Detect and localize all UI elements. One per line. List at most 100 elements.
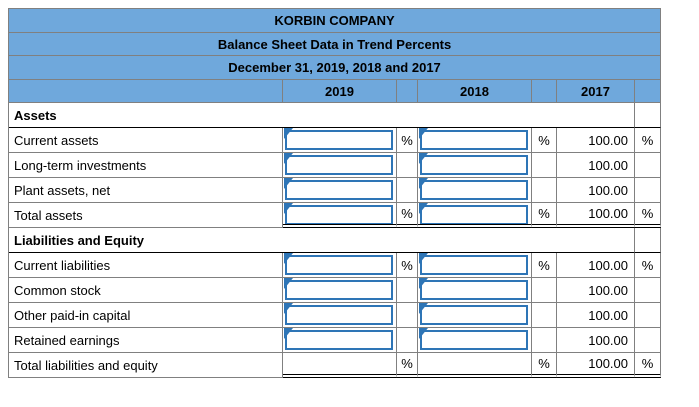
answer-flag-icon	[284, 278, 293, 289]
input-2019-other-paid-in-capital[interactable]	[285, 305, 393, 325]
cell-2018	[418, 253, 532, 278]
cell-2019	[283, 328, 397, 353]
input-2018-long-term-investments[interactable]	[420, 155, 528, 175]
input-2018-current-assets[interactable]	[420, 130, 528, 150]
answer-flag-icon	[419, 178, 428, 189]
cell-2018	[418, 128, 532, 153]
table-date-row: December 31, 2019, 2018 and 2017	[9, 56, 662, 80]
row-label: Plant assets, net	[9, 178, 283, 203]
cell-2018	[418, 328, 532, 353]
column-header-2019: 2019	[283, 80, 397, 103]
percent-label	[635, 278, 662, 303]
percent-label: %	[532, 128, 557, 153]
row-label: Total liabilities and equity	[9, 353, 283, 378]
input-2018-plant-assets-net[interactable]	[420, 180, 528, 200]
cell-2019	[283, 203, 397, 228]
cell-2018	[418, 153, 532, 178]
table-row-total-liabilities-and-equity: Total liabilities and equity % % 100.00 …	[9, 353, 662, 378]
table-row-other-paid-in-capital: Other paid-in capital 100.00	[9, 303, 662, 328]
column-header-row: 2019 2018 2017	[9, 80, 662, 103]
cell-2019	[283, 278, 397, 303]
percent-label: %	[397, 203, 418, 228]
balance-sheet-table: KORBIN COMPANY Balance Sheet Data in Tre…	[8, 8, 662, 378]
input-2018-current-liabilities[interactable]	[420, 255, 528, 275]
answer-flag-icon	[284, 203, 293, 214]
input-2019-current-assets[interactable]	[285, 130, 393, 150]
section-side-cell	[635, 103, 662, 128]
percent-label: %	[397, 353, 418, 378]
percent-label: %	[635, 353, 662, 378]
percent-label	[532, 153, 557, 178]
percent-label	[397, 328, 418, 353]
statement-date: December 31, 2019, 2018 and 2017	[9, 56, 662, 80]
cell-2018	[418, 303, 532, 328]
answer-flag-icon	[419, 153, 428, 164]
input-2019-common-stock[interactable]	[285, 280, 393, 300]
value-2017: 100.00	[557, 153, 635, 178]
row-label: Other paid-in capital	[9, 303, 283, 328]
section-row-assets: Assets	[9, 103, 662, 128]
row-label: Current liabilities	[9, 253, 283, 278]
column-header-2018: 2018	[418, 80, 532, 103]
column-header-2017: 2017	[557, 80, 635, 103]
input-2018-retained-earnings[interactable]	[420, 330, 528, 350]
value-2017: 100.00	[557, 278, 635, 303]
value-2017: 100.00	[557, 303, 635, 328]
table-subtitle-row: Balance Sheet Data in Trend Percents	[9, 33, 662, 56]
percent-label: %	[397, 128, 418, 153]
row-label: Long-term investments	[9, 153, 283, 178]
section-row-liabilities-and-equity: Liabilities and Equity	[9, 228, 662, 253]
trend-percents-table: KORBIN COMPANY Balance Sheet Data in Tre…	[9, 9, 662, 378]
percent-label: %	[635, 203, 662, 228]
percent-label	[532, 303, 557, 328]
cell-2019	[283, 178, 397, 203]
cell-2019-computed	[283, 353, 397, 378]
statement-title: Balance Sheet Data in Trend Percents	[9, 33, 662, 56]
percent-label	[397, 178, 418, 203]
value-2017: 100.00	[557, 253, 635, 278]
percent-label	[635, 303, 662, 328]
cell-2018	[418, 178, 532, 203]
section-label: Liabilities and Equity	[9, 228, 635, 253]
table-row-long-term-investments: Long-term investments 100.00	[9, 153, 662, 178]
section-label: Assets	[9, 103, 635, 128]
cell-2018-computed	[418, 353, 532, 378]
input-2018-total-assets[interactable]	[420, 205, 528, 224]
answer-flag-icon	[284, 178, 293, 189]
cell-2019	[283, 153, 397, 178]
column-header-blank	[9, 80, 283, 103]
input-2018-other-paid-in-capital[interactable]	[420, 305, 528, 325]
percent-label	[635, 328, 662, 353]
company-name: KORBIN COMPANY	[9, 9, 662, 33]
input-2019-total-assets[interactable]	[285, 205, 393, 224]
table-row-common-stock: Common stock 100.00	[9, 278, 662, 303]
percent-label: %	[635, 128, 662, 153]
input-2019-long-term-investments[interactable]	[285, 155, 393, 175]
percent-label	[397, 153, 418, 178]
input-2019-current-liabilities[interactable]	[285, 255, 393, 275]
cell-2018	[418, 278, 532, 303]
answer-flag-icon	[419, 128, 428, 139]
cell-2019	[283, 253, 397, 278]
table-row-total-assets: Total assets % % 100.00 %	[9, 203, 662, 228]
table-row-plant-assets-net: Plant assets, net 100.00	[9, 178, 662, 203]
percent-label	[532, 328, 557, 353]
input-2019-retained-earnings[interactable]	[285, 330, 393, 350]
percent-label	[635, 153, 662, 178]
answer-flag-icon	[284, 328, 293, 339]
percent-label	[532, 178, 557, 203]
answer-flag-icon	[284, 128, 293, 139]
column-header-gutter	[397, 80, 418, 103]
value-2017: 100.00	[557, 353, 635, 378]
value-2017: 100.00	[557, 178, 635, 203]
cell-2019	[283, 128, 397, 153]
percent-label	[635, 178, 662, 203]
table-row-current-assets: Current assets % % 100.00 %	[9, 128, 662, 153]
table-row-retained-earnings: Retained earnings 100.00	[9, 328, 662, 353]
cell-2019	[283, 303, 397, 328]
input-2019-plant-assets-net[interactable]	[285, 180, 393, 200]
percent-label	[397, 278, 418, 303]
input-2018-common-stock[interactable]	[420, 280, 528, 300]
value-2017: 100.00	[557, 328, 635, 353]
